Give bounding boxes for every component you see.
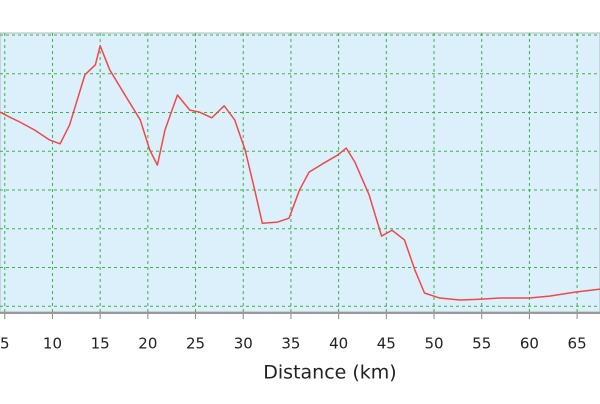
x-tick-label: 25	[186, 335, 205, 353]
x-tick-label: 30	[234, 335, 253, 353]
x-tick-label: 10	[43, 335, 62, 353]
x-tick-label: 35	[281, 335, 300, 353]
x-tick-label: 45	[377, 335, 396, 353]
plot-area	[0, 32, 600, 313]
x-tick-label: 5	[0, 335, 10, 353]
x-tick-label: 15	[91, 335, 110, 353]
x-tick-label: 55	[472, 335, 491, 353]
x-tick-label: 40	[329, 335, 348, 353]
x-tick-label: 65	[568, 335, 587, 353]
x-tick-label: 20	[138, 335, 157, 353]
x-tick-label: 60	[520, 335, 539, 353]
x-tick-label: 50	[424, 335, 443, 353]
line	[0, 45, 600, 301]
x-axis-label: Distance (km)	[263, 362, 396, 384]
